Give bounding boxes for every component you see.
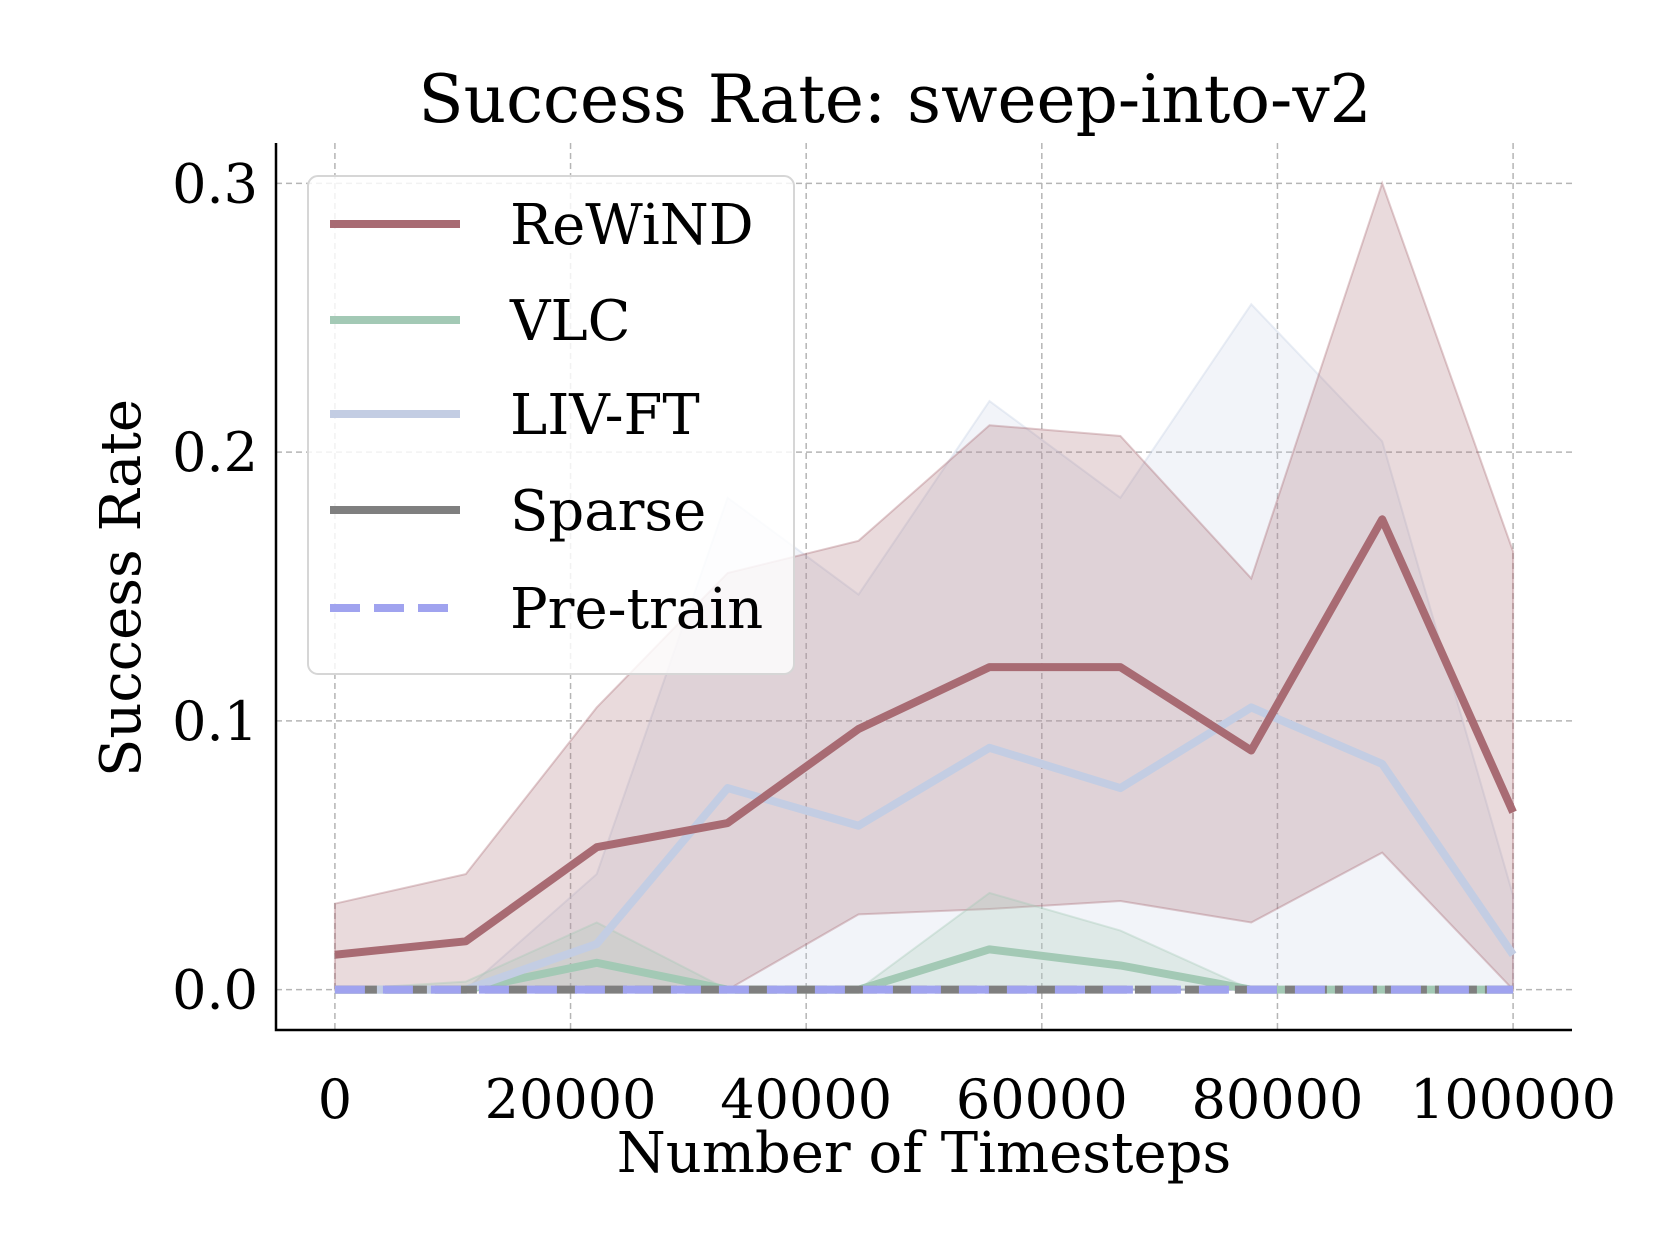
x-axis-label: Number of Timesteps	[617, 1121, 1231, 1186]
y-tick-label: 0.0	[172, 959, 258, 1022]
legend: ReWiND VLC LIV-FT Sparse Pre-train	[307, 175, 795, 675]
legend-box	[307, 175, 795, 675]
x-tick-label: 100000	[1410, 1068, 1616, 1131]
y-tick-label: 0.1	[172, 690, 258, 753]
chart-title: Success Rate: sweep-into-v2	[418, 61, 1371, 138]
x-tick-label: 60000	[956, 1068, 1128, 1131]
y-tick-label: 0.3	[172, 152, 258, 215]
legend-label-vlc: VLC	[509, 289, 630, 354]
line-liv-ft	[334, 703, 1517, 994]
legend-label-pre-train: Pre-train	[510, 577, 763, 642]
x-tick-label: 20000	[485, 1068, 657, 1131]
x-tick-label: 40000	[720, 1068, 892, 1131]
axis-spines	[274, 143, 1572, 1032]
x-tick-label: 0	[318, 1068, 352, 1131]
tick-labels: 0 20000 40000 60000 80000 100000 0.0 0.1 0.2 0.3	[172, 152, 1616, 1131]
series-lines	[334, 515, 1517, 994]
legend-label-sparse: Sparse	[510, 479, 706, 544]
x-tick-label: 80000	[1192, 1068, 1364, 1131]
line-rewind	[334, 515, 1517, 959]
legend-label-liv-ft: LIV-FT	[510, 383, 700, 448]
legend-label-rewind: ReWiND	[510, 193, 754, 258]
y-axis-label: Success Rate	[89, 399, 154, 777]
y-tick-label: 0.2	[172, 421, 258, 484]
